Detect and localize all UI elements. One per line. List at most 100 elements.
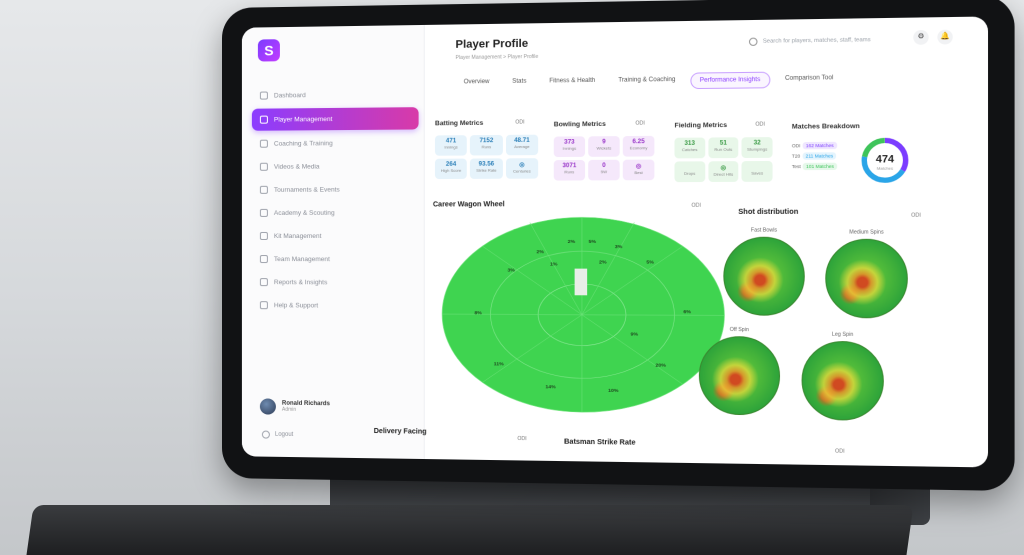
zone-label: 5%: [589, 239, 597, 245]
zone-label: 10%: [608, 388, 619, 394]
fielding-tile: Saves: [742, 161, 773, 182]
main-content: Player Profile Player Management > Playe…: [425, 16, 988, 467]
bowling-tile: 0 5W: [588, 160, 619, 181]
settings-icon[interactable]: ⚙: [913, 30, 928, 45]
fielding-tile: 32 Stumpings: [742, 137, 773, 158]
search-input[interactable]: Search for players, matches, staff, team…: [749, 33, 889, 49]
batting-filter[interactable]: ODI: [515, 119, 524, 125]
zone-label: 20%: [655, 363, 666, 369]
logout-icon: [262, 431, 270, 439]
strike-rate-filter[interactable]: ODI: [835, 448, 845, 454]
sidebar-item-reports[interactable]: Reports & Insights: [252, 272, 419, 293]
sidebar-item-coaching[interactable]: Coaching & Training: [252, 132, 419, 153]
bowling-tile: 9 Wickets: [588, 136, 619, 157]
zone-label: 1%: [550, 261, 558, 267]
zone-label: 2%: [568, 239, 576, 245]
user-profile[interactable]: Ronald Richards Admin: [260, 398, 330, 415]
batting-tile: 264 High Score: [435, 159, 467, 179]
zone-label: 8%: [474, 310, 482, 316]
batting-tile: 7152 Runs: [470, 135, 502, 156]
zone-label: 5%: [646, 259, 654, 265]
page-title: Player Profile: [455, 38, 528, 51]
app-logo[interactable]: S: [258, 39, 280, 61]
user-role: Admin: [282, 407, 330, 414]
fielding-tiles: 313 Catches 51 Run Outs 32 Stumpings Drops …: [674, 137, 772, 182]
bowling-filter[interactable]: ODI: [635, 120, 644, 126]
shot-item-off-spin: Off Spin: [698, 327, 781, 416]
batting-metrics-card: Batting Metrics ODI 471 Innings 7152 Runs …: [435, 119, 538, 179]
fielding-filter[interactable]: ODI: [755, 122, 765, 128]
tab-training[interactable]: Training & Coaching: [610, 73, 684, 90]
fielding-tile: ◎ Direct Hits: [708, 161, 739, 182]
team-icon: [260, 255, 268, 263]
logout-button[interactable]: Logout: [262, 431, 293, 439]
wagon-wheel: 3% 2% 1% 2% 5% 3% 5% 2% 8% 6% 11% 14% 10…: [437, 212, 730, 419]
bowling-tile: 6.25 Economy: [623, 136, 655, 157]
bowling-metrics-card: Bowling Metrics ODI 373 Innings 9 Wickets …: [554, 120, 655, 180]
user-icon: [260, 116, 268, 124]
zone-label: 3%: [507, 267, 515, 273]
video-icon: [260, 163, 268, 171]
batting-tile: 48.71 Average: [506, 135, 538, 156]
direct-hit-icon: ◎: [711, 164, 735, 171]
matches-donut: 474 Matches: [859, 135, 911, 186]
search-icon: [260, 209, 268, 217]
shot-distribution-title: Shot distribution: [738, 209, 798, 216]
heatmap: [802, 341, 884, 421]
tab-overview[interactable]: Overview: [455, 75, 497, 92]
heatmap: [825, 239, 908, 319]
avatar: [260, 398, 276, 414]
batting-tiles: 471 Innings 7152 Runs 48.71 Average 264 High…: [435, 135, 538, 179]
sidebar-item-academy[interactable]: Academy & Scouting: [252, 202, 419, 223]
tablet: S Dashboard Player Management Coaching &…: [222, 0, 1015, 491]
help-icon: [260, 301, 268, 309]
zone-label: 9%: [631, 331, 639, 337]
sidebar-item-dashboard[interactable]: Dashboard: [252, 84, 419, 106]
batting-tile: 471 Innings: [435, 135, 467, 156]
sidebar: S Dashboard Player Management Coaching &…: [242, 25, 425, 459]
tab-bar: Overview Stats Fitness & Health Training…: [455, 71, 842, 92]
bell-icon[interactable]: 🔔: [937, 30, 952, 45]
shot-item-leg-spin: Leg Spin: [800, 331, 884, 420]
matches-breakdown-card: Matches Breakdown ODI 162 Matches T20 211 …: [792, 122, 911, 172]
zone-label: 2%: [599, 259, 607, 265]
bowling-tile: 373 Innings: [554, 136, 585, 157]
trophy-icon: [260, 186, 268, 194]
heatmap: [699, 336, 780, 415]
zone-label: 3%: [615, 244, 623, 250]
tab-comparison[interactable]: Comparison Tool: [776, 71, 842, 88]
tab-stats[interactable]: Stats: [504, 74, 535, 91]
delivery-filter[interactable]: ODI: [517, 436, 526, 442]
screen: S Dashboard Player Management Coaching &…: [242, 16, 988, 467]
zone-label: 2%: [536, 249, 544, 255]
delivery-facing-title: Delivery Facing: [374, 428, 427, 436]
batting-tile: ◎ Centuries: [506, 158, 538, 179]
shirt-icon: [260, 232, 268, 240]
sidebar-item-kit[interactable]: Kit Management: [252, 226, 419, 246]
zone-label: 11%: [494, 361, 505, 367]
tab-performance-insights[interactable]: Performance Insights: [690, 72, 770, 89]
best-icon: ◎: [626, 163, 651, 170]
wagon-wheel-title: Career Wagon Wheel: [433, 201, 505, 208]
zone-label: 14%: [545, 384, 556, 390]
strike-rate-title: Batsman Strike Rate: [564, 439, 635, 447]
search-icon: [749, 38, 758, 46]
sidebar-nav: Dashboard Player Management Coaching & T…: [252, 84, 419, 319]
sidebar-item-help[interactable]: Help & Support: [252, 295, 419, 316]
grid-icon: [260, 92, 268, 100]
fielding-tile: 313 Catches: [674, 138, 704, 159]
shot-distribution-filter[interactable]: ODI: [911, 213, 921, 219]
sidebar-item-tournaments[interactable]: Tournaments & Events: [252, 179, 419, 200]
matches-total-label: Matches: [877, 166, 893, 171]
tab-fitness[interactable]: Fitness & Health: [541, 74, 604, 91]
bowling-tile: 3071 Runs: [554, 160, 585, 181]
keyboard: [26, 505, 913, 555]
sidebar-item-team[interactable]: Team Management: [252, 249, 419, 269]
whistle-icon: [260, 140, 268, 148]
sidebar-item-player-management[interactable]: Player Management: [252, 107, 419, 131]
wagon-wheel-filter[interactable]: ODI: [691, 203, 700, 209]
shot-item-fast: Fast Bowls: [722, 227, 806, 315]
zone-label: 6%: [683, 309, 691, 315]
sidebar-item-videos[interactable]: Videos & Media: [252, 156, 419, 177]
